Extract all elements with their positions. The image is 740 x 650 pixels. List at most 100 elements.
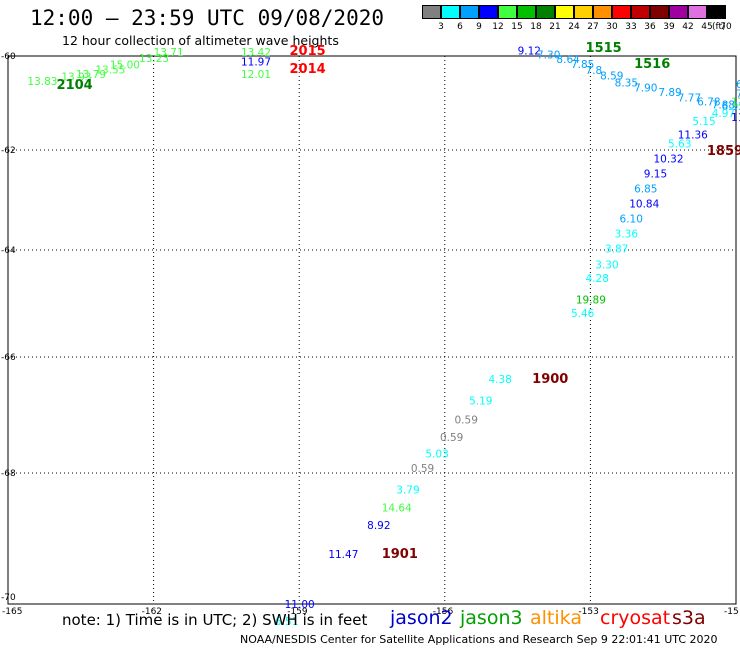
wave-height-value: 11.00	[285, 599, 315, 611]
pass-time-label: 1901	[382, 547, 418, 562]
credit-line: NOAA/NESDIS Center for Satellite Applica…	[240, 633, 718, 646]
wave-height-value: 10.32	[653, 154, 683, 166]
latitude-label: -64	[1, 246, 16, 256]
wave-height-value: 8.59	[600, 71, 623, 83]
longitude-label: -162	[142, 607, 162, 617]
latitude-label: -68	[1, 469, 16, 479]
wave-height-value: 13.93	[61, 71, 91, 83]
wave-height-value: 7.90	[634, 82, 657, 94]
wave-height-value: 7.89	[658, 87, 681, 99]
latitude-label: -70	[1, 593, 16, 603]
pass-time-label: 2014	[289, 62, 325, 77]
legend-swatch	[612, 5, 631, 19]
wave-height-value: 6.51	[275, 616, 298, 628]
wave-height-value: 14.64	[382, 502, 412, 514]
wave-height-value: 7.77	[678, 93, 701, 105]
wave-height-value: 13.83	[27, 76, 57, 88]
wave-height-value: 8.64	[556, 54, 580, 66]
legend-label: 6	[457, 22, 463, 32]
wave-height-value: 7.85	[571, 59, 594, 71]
wave-height-value: 4.38	[488, 374, 511, 386]
longitude-label: -15	[724, 607, 739, 617]
legend-swatch	[650, 5, 669, 19]
legend-label: 70	[720, 22, 732, 32]
latitude-label: -66	[1, 353, 16, 363]
wave-height-value: 6.	[736, 79, 740, 91]
latitude-label: -60	[1, 52, 16, 62]
wave-height-value: 7.8	[586, 65, 603, 77]
wave-height-value: 4.28	[586, 273, 609, 285]
legend-label: 3	[438, 22, 444, 32]
wave-height-value: 11.97	[241, 56, 271, 68]
wave-height-value: 12.72	[731, 96, 740, 108]
wave-height-value: 6.10	[620, 214, 643, 226]
footer-note: note: 1) Time is in UTC; 2) SWH is in fe…	[62, 611, 368, 629]
longitude-label: -159	[287, 607, 308, 617]
satellite-jason2: jason2	[390, 607, 453, 629]
wave-height-value: 5.46	[571, 308, 595, 320]
wave-height-value: 8.35	[615, 78, 638, 90]
legend-swatch	[460, 5, 479, 19]
pass-time-label: 1900	[532, 372, 568, 387]
wave-height-value: 13.71	[154, 47, 184, 59]
legend-label: 39	[663, 22, 675, 32]
wave-height-value: 0.59	[455, 415, 478, 427]
wave-height-value: 13.23	[139, 53, 169, 65]
wave-height-value: 4.97	[712, 108, 735, 120]
wave-height-value: 13.79	[76, 69, 106, 81]
legend-label: 24	[568, 22, 580, 32]
latitude-label: -62	[1, 146, 16, 156]
wave-height-value: 8.92	[367, 520, 390, 532]
map-frame	[7, 55, 737, 605]
wave-height-value: 7.88	[712, 100, 735, 112]
legend-swatch	[479, 5, 498, 19]
wave-height-value: 7.30	[537, 49, 560, 61]
wave-height-value: 6.93	[721, 101, 740, 113]
wave-height-value: 9.12	[518, 46, 541, 58]
wave-height-value: 9.15	[644, 169, 667, 181]
wave-height-value: 0.59	[440, 432, 463, 444]
wave-height-value: 13.42	[241, 47, 271, 59]
legend-label: 27	[587, 22, 599, 32]
legend-label: 9	[476, 22, 482, 32]
legend-label: 36	[644, 22, 656, 32]
pass-time-label: 1859	[707, 144, 740, 159]
wave-height-value: 5.03	[425, 448, 448, 460]
pass-time-label: 1515	[586, 41, 622, 56]
legend-swatch	[422, 5, 441, 19]
legend-swatch	[555, 5, 574, 19]
legend-label: 30	[606, 22, 618, 32]
wave-height-value: 6.78	[697, 96, 720, 108]
wave-height-value: 6.85	[634, 184, 657, 196]
wave-height-value: 11.36	[678, 129, 708, 141]
page-subtitle: 12 hour collection of altimeter wave hei…	[62, 33, 339, 48]
legend-swatch	[498, 5, 517, 19]
pass-time-label: 1516	[634, 57, 670, 72]
satellite-altika: altika	[530, 607, 582, 629]
legend-label: 15	[511, 22, 523, 32]
wave-height-value: 7.3	[736, 88, 740, 100]
wave-height-value: 5.15	[692, 116, 715, 128]
satellite-s3a: s3a	[672, 607, 706, 629]
wave-height-value: 0.59	[411, 463, 434, 475]
legend-unit: (ft)	[712, 22, 726, 32]
wave-height-value: 5.63	[668, 139, 691, 151]
wave-height-value: 19.89	[576, 295, 606, 307]
wave-height-value: 3.36	[615, 229, 639, 241]
pass-time-label: 2104	[57, 78, 93, 93]
longitude-label: -156	[433, 607, 454, 617]
legend-label: 12	[492, 22, 504, 32]
wave-height-value: 3.87	[605, 244, 628, 256]
legend-label: 45	[701, 22, 713, 32]
legend-label: 42	[682, 22, 694, 32]
wave-height-value: 15.00	[110, 60, 140, 72]
satellite-jason3: jason3	[460, 607, 523, 629]
legend-swatch	[631, 5, 650, 19]
longitude-label: -153	[578, 607, 598, 617]
wave-height-value: 13.55	[95, 64, 125, 76]
legend-swatch	[441, 5, 460, 19]
legend-swatch	[574, 5, 593, 19]
longitude-label: -165	[2, 607, 22, 617]
